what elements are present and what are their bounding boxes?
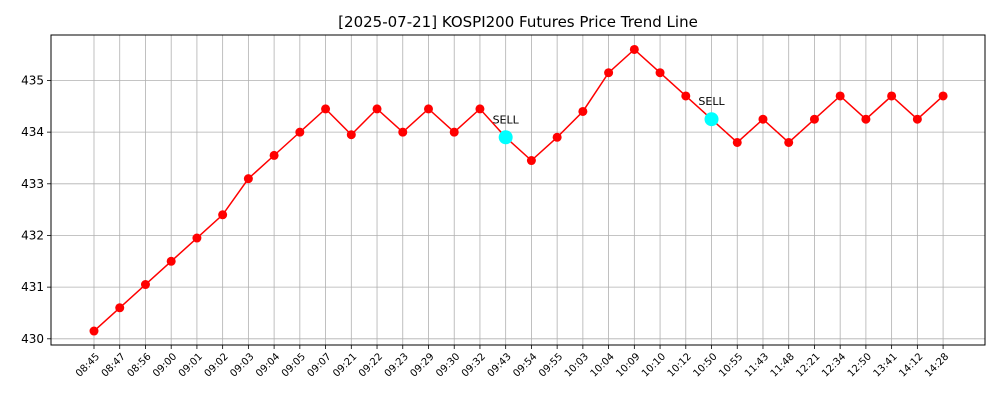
price-point xyxy=(321,104,331,114)
price-point xyxy=(166,256,176,266)
y-axis: 430 431 432 433 434 435 xyxy=(21,73,51,346)
grid-lines xyxy=(51,35,985,345)
x-tick-label: 08:45 xyxy=(74,351,102,379)
x-tick-label: 09:02 xyxy=(203,351,231,379)
price-point xyxy=(192,233,202,243)
y-tick-label: 432 xyxy=(21,228,44,242)
x-tick-label: 09:03 xyxy=(228,351,256,379)
price-point xyxy=(655,68,665,78)
y-tick-label: 430 xyxy=(21,332,44,346)
price-point xyxy=(269,150,279,160)
x-tick-label: 10:03 xyxy=(563,351,591,379)
x-tick-label: 09:05 xyxy=(280,351,308,379)
sell-marker xyxy=(704,112,719,127)
y-tick-label: 434 xyxy=(21,125,44,139)
x-tick-label: 09:55 xyxy=(537,351,565,379)
price-point xyxy=(346,130,356,140)
x-tick-label: 10:50 xyxy=(691,351,719,379)
price-point xyxy=(295,127,305,137)
x-tick-label: 08:56 xyxy=(125,351,153,379)
x-tick-label: 11:43 xyxy=(743,351,771,379)
x-tick-label: 10:04 xyxy=(589,351,617,379)
price-point xyxy=(115,303,125,313)
x-tick-label: 10:55 xyxy=(717,351,745,379)
x-tick-label: 10:12 xyxy=(666,351,694,379)
price-point xyxy=(758,114,768,124)
x-tick-label: 14:12 xyxy=(897,351,925,379)
price-point xyxy=(784,137,794,147)
price-point xyxy=(475,104,485,114)
price-point xyxy=(604,68,614,78)
x-tick-label: 09:00 xyxy=(151,351,179,379)
price-line xyxy=(93,48,944,332)
price-point xyxy=(449,127,459,137)
x-tick-label: 12:21 xyxy=(794,351,822,379)
price-point xyxy=(140,280,150,290)
price-point xyxy=(423,104,433,114)
x-tick-label: 09:01 xyxy=(177,351,205,379)
price-point xyxy=(887,91,897,101)
y-tick-label: 433 xyxy=(21,177,44,191)
sell-label: SELL xyxy=(493,113,520,126)
chart-title: [2025-07-21] KOSPI200 Futures Price Tren… xyxy=(338,13,698,31)
x-tick-label: 09:43 xyxy=(486,351,514,379)
sell-annotations: SELL SELL xyxy=(493,95,725,145)
x-tick-label: 14:28 xyxy=(923,351,951,379)
x-tick-label: 09:21 xyxy=(331,351,359,379)
price-point xyxy=(835,91,845,101)
price-point xyxy=(732,137,742,147)
price-point xyxy=(89,326,99,336)
price-point xyxy=(861,114,871,124)
x-tick-label: 11:48 xyxy=(769,351,797,379)
price-series xyxy=(89,44,948,336)
price-point xyxy=(809,114,819,124)
x-tick-label: 08:47 xyxy=(100,351,128,379)
sell-marker xyxy=(498,130,513,145)
price-point xyxy=(629,44,639,54)
price-point xyxy=(912,114,922,124)
price-point xyxy=(372,104,382,114)
price-point xyxy=(578,106,588,116)
x-tick-label: 10:10 xyxy=(640,351,668,379)
x-tick-label: 09:29 xyxy=(408,351,436,379)
x-tick-label: 13:41 xyxy=(872,351,900,379)
sell-label: SELL xyxy=(698,95,725,108)
x-tick-label: 09:07 xyxy=(306,351,334,379)
x-axis: 08:4508:4708:5609:0009:0109:0209:0309:04… xyxy=(74,345,951,380)
price-point xyxy=(218,210,228,220)
plot-frame xyxy=(50,34,986,346)
price-point xyxy=(938,91,948,101)
price-point xyxy=(681,91,691,101)
x-tick-label: 09:04 xyxy=(254,351,282,379)
x-tick-label: 12:50 xyxy=(846,351,874,379)
price-point xyxy=(243,174,253,184)
x-tick-label: 09:22 xyxy=(357,351,385,379)
price-point xyxy=(526,156,536,166)
x-tick-label: 09:30 xyxy=(434,351,462,379)
x-tick-label: 12:34 xyxy=(820,351,848,379)
y-tick-label: 431 xyxy=(21,280,44,294)
price-point xyxy=(398,127,408,137)
x-tick-label: 09:54 xyxy=(511,351,539,379)
x-tick-label: 10:09 xyxy=(614,351,642,379)
y-tick-label: 435 xyxy=(21,73,44,87)
x-tick-label: 09:23 xyxy=(383,351,411,379)
price-point xyxy=(552,132,562,142)
x-tick-label: 09:32 xyxy=(460,351,488,379)
